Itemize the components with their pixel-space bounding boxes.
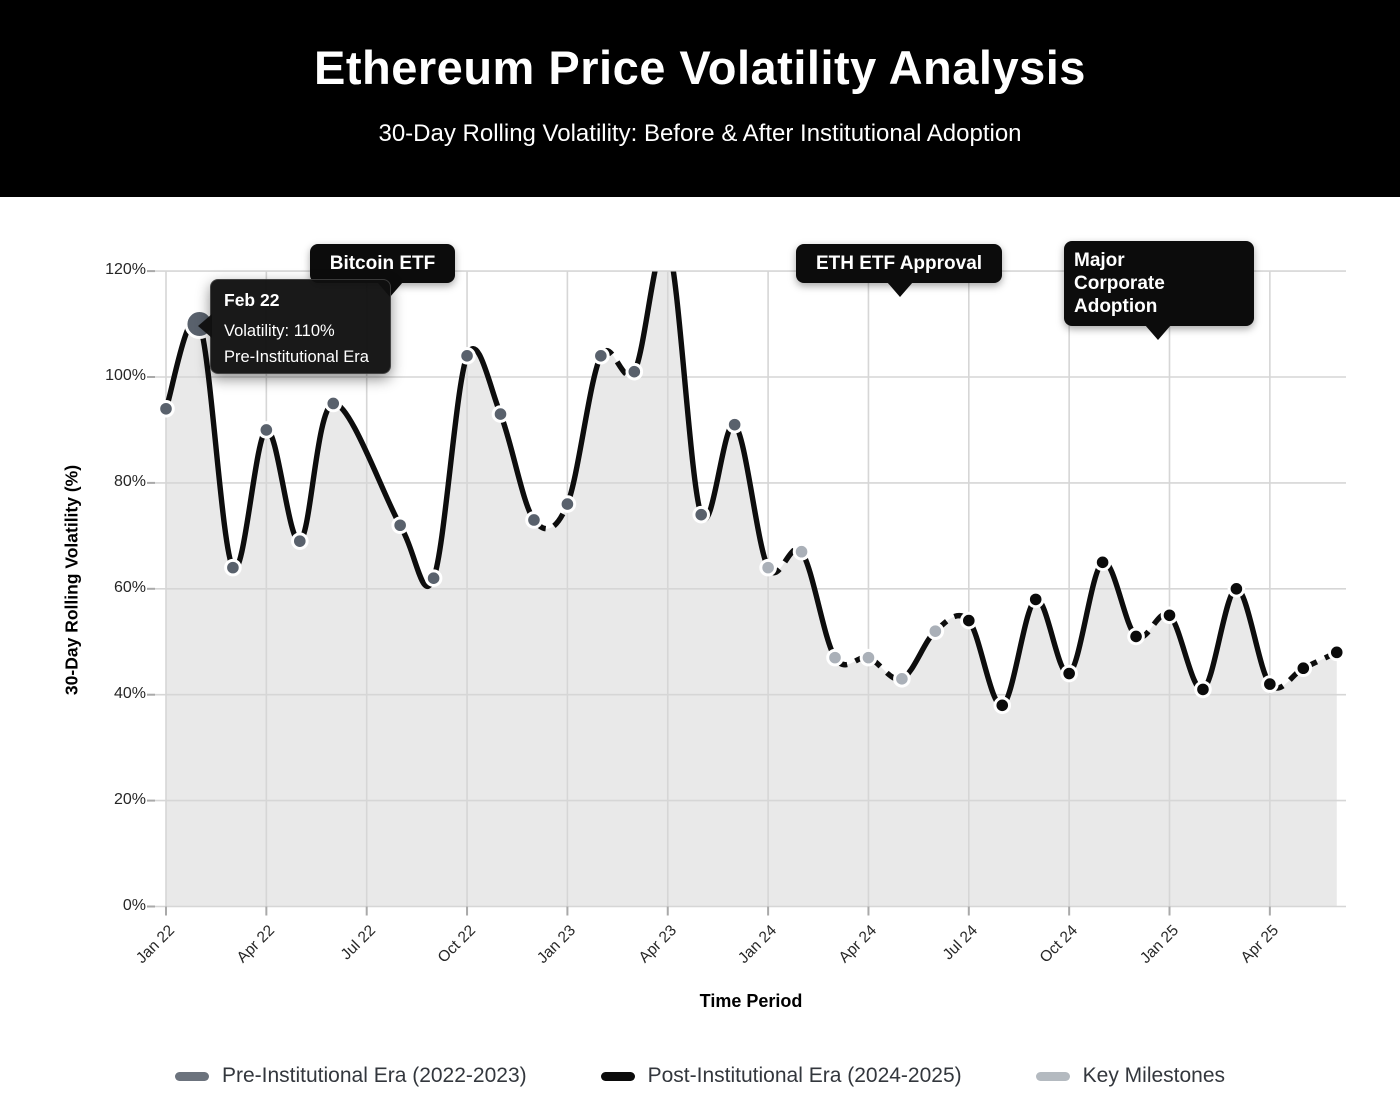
y-tick-label: 80% xyxy=(113,472,146,490)
annotation-text: Corporate xyxy=(1074,273,1165,294)
legend-swatch-icon xyxy=(600,1071,635,1081)
page-subtitle: 30-Day Rolling Volatility: Before & Afte… xyxy=(378,120,1022,147)
legend-item: Key Milestones xyxy=(1035,1064,1226,1088)
tooltip-title: Feb 22 xyxy=(224,290,280,310)
annotation-eth-etf-approval: ETH ETF Approval xyxy=(796,244,1002,297)
tooltip-arrow-left-icon xyxy=(198,314,212,338)
chart-legend: Pre-Institutional Era (2022-2023) Post-In… xyxy=(0,1064,1400,1088)
data-point-dot[interactable] xyxy=(291,532,309,550)
volatility-line-segment xyxy=(564,353,604,507)
legend-item: Post-Institutional Era (2024-2025) xyxy=(600,1064,962,1088)
volatility-line-segment xyxy=(670,271,704,518)
volatility-line-segment xyxy=(430,353,470,581)
data-point-dot[interactable] xyxy=(1093,553,1112,572)
tooltip-value: Volatility: 110% xyxy=(224,322,335,340)
data-point-dot[interactable] xyxy=(759,558,777,577)
data-point-dot[interactable] xyxy=(558,495,577,513)
legend-label: Post-Institutional Era (2024-2025) xyxy=(647,1064,962,1087)
data-point-dot[interactable] xyxy=(1026,590,1045,609)
data-point-dot[interactable] xyxy=(525,511,543,529)
data-point-dot[interactable] xyxy=(893,670,911,688)
data-point-dot[interactable] xyxy=(1160,606,1179,625)
annotation-text: Adoption xyxy=(1074,296,1158,317)
page-title: Ethereum Price Volatility Analysis xyxy=(314,41,1086,94)
tooltip-era: Pre-Institutional Era xyxy=(224,348,369,366)
volatility-line-segment xyxy=(196,321,236,571)
data-point-dot[interactable] xyxy=(625,362,644,381)
data-point-dot[interactable] xyxy=(592,347,610,365)
data-point-dot[interactable] xyxy=(725,415,744,434)
data-point-dot[interactable] xyxy=(391,516,409,535)
data-point-dot[interactable] xyxy=(826,648,844,667)
annotation-pointer-icon xyxy=(887,282,913,297)
data-point-dot[interactable] xyxy=(1294,659,1313,678)
data-point-dot[interactable] xyxy=(324,394,343,413)
annotation-pointer-icon xyxy=(1145,325,1171,340)
data-point-dot[interactable] xyxy=(1127,627,1145,646)
y-tick-label: 120% xyxy=(105,261,146,279)
data-point-dot[interactable] xyxy=(491,405,510,423)
data-point-dot[interactable] xyxy=(692,505,711,524)
legend-item: Pre-Institutional Era (2022-2023) xyxy=(174,1064,527,1088)
data-point-dot[interactable] xyxy=(926,622,945,640)
data-point-dot[interactable] xyxy=(1261,675,1279,693)
y-tick-label: 60% xyxy=(113,578,146,596)
data-point-dot[interactable] xyxy=(1327,643,1346,662)
data-point-dot[interactable] xyxy=(1194,680,1212,699)
legend-label: Key Milestones xyxy=(1082,1064,1226,1087)
x-axis-title: Time Period xyxy=(699,991,803,1011)
y-tick-label: 100% xyxy=(105,367,146,384)
y-tick-label: 40% xyxy=(113,684,146,702)
y-tick-label: 20% xyxy=(113,790,146,808)
page-header: Ethereum Price Volatility Analysis 30-Da… xyxy=(0,0,1400,197)
y-tick-label: 0% xyxy=(122,896,146,914)
annotation-major-corporate-adoption: Major Corporate Adoption xyxy=(1064,241,1254,340)
data-point-dot[interactable] xyxy=(1227,580,1246,598)
data-point-dot[interactable] xyxy=(993,696,1012,715)
data-point-dot[interactable] xyxy=(424,569,443,588)
volatility-line-segment xyxy=(631,271,658,375)
data-point-dot[interactable] xyxy=(792,542,811,561)
data-point-dot[interactable] xyxy=(224,558,242,577)
data-point-dot[interactable] xyxy=(257,421,276,439)
legend-swatch-icon xyxy=(1035,1071,1070,1081)
data-point-dot[interactable] xyxy=(157,399,175,418)
data-point-dot[interactable] xyxy=(960,611,978,630)
annotation-bitcoin-etf: Bitcoin ETF xyxy=(310,244,455,297)
data-point-dot[interactable] xyxy=(458,347,476,365)
annotation-text: Bitcoin ETF xyxy=(329,253,436,274)
legend-label: Pre-Institutional Era (2022-2023) xyxy=(221,1064,527,1087)
legend-swatch-icon xyxy=(174,1071,209,1081)
chart-tooltip: Feb 22 Volatility: 110% Pre-Institutiona… xyxy=(198,279,391,374)
data-point-dot[interactable] xyxy=(859,648,878,667)
annotation-text: Major xyxy=(1074,250,1125,271)
data-point-dot[interactable] xyxy=(1060,664,1078,683)
annotation-text: ETH ETF Approval xyxy=(815,253,983,274)
